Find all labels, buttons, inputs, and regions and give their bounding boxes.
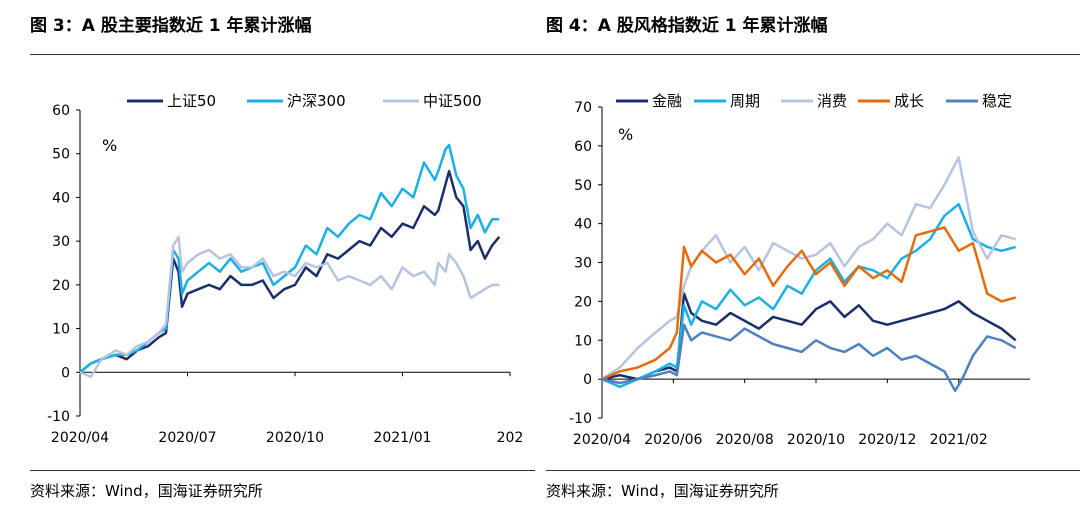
legend-label-1: 上证50: [167, 92, 216, 110]
x-tick-label: 2020/07: [158, 430, 216, 446]
x-tick-label: 2020/12: [858, 432, 916, 448]
legend-label-3: 消费: [817, 92, 847, 110]
series-line-3: [601, 156, 1017, 381]
figure3-source: 资料来源：Wind，国海证券研究所: [30, 482, 263, 500]
x-tick-label: 2020/04: [573, 432, 631, 448]
series-line-4: [601, 226, 1017, 381]
legend-label-1: 金融: [652, 92, 682, 110]
y-tick-label: 30: [52, 234, 70, 250]
series-line-1: [79, 169, 501, 374]
series-line-5: [601, 323, 1017, 393]
x-tick-label: 2020/10: [266, 430, 324, 446]
x-tick-label: 2020/08: [716, 432, 774, 448]
legend-label-2: 沪深300: [287, 92, 346, 110]
y-tick-label: -10: [569, 411, 592, 427]
x-tick-label: 2021/01: [373, 430, 431, 446]
y-tick-label: 0: [583, 372, 592, 388]
y-tick-label: 20: [52, 278, 70, 294]
y-tick-label: 50: [574, 178, 592, 194]
series-line-2: [601, 202, 1017, 389]
legend-label-4: 成长: [894, 92, 924, 110]
figure3-source-divider: [30, 470, 535, 471]
y-tick-label: -10: [47, 409, 70, 425]
y-tick-label: 10: [574, 333, 592, 349]
legend-label-3: 中证500: [423, 92, 482, 110]
y-tick-label: 70: [574, 100, 592, 116]
y-tick-label: 40: [52, 190, 70, 206]
unit-label: %: [618, 125, 633, 144]
series-line-3: [79, 235, 500, 378]
x-tick-label: 2020/10: [787, 432, 845, 448]
y-tick-label: 0: [61, 365, 70, 381]
figure4-source-divider: [546, 470, 1080, 471]
y-tick-label: 30: [574, 256, 592, 272]
y-tick-label: 20: [574, 294, 592, 310]
title-divider: [30, 54, 1080, 55]
y-tick-label: 50: [52, 147, 70, 163]
legend-label-5: 稳定: [982, 92, 1012, 110]
figure4-title: 图 4：A 股风格指数近 1 年累计涨幅: [546, 16, 828, 36]
legend-label-2: 周期: [730, 92, 760, 110]
x-tick-label: 202: [497, 430, 524, 446]
unit-label: %: [102, 136, 117, 155]
figure4-source: 资料来源：Wind，国海证券研究所: [546, 482, 779, 500]
y-tick-label: 60: [52, 103, 70, 119]
x-tick-label: 2020/06: [644, 432, 702, 448]
figure4-panel: 图 4：A 股风格指数近 1 年累计涨幅 -10 0 10 20 30 40 50 60 70 2…: [540, 0, 1080, 517]
series-line-2: [79, 143, 500, 374]
figure3-title: 图 3：A 股主要指数近 1 年累计涨幅: [30, 16, 312, 36]
figure4-chart: -10 0 10 20 30 40 50 60 70 2020/04 2020/06 2020/08 2…: [569, 92, 1030, 448]
y-tick-label: 10: [52, 322, 70, 338]
figure3-chart: -10 0 10 20 30 40 50 60 2020/04 2020/07 2020/10 202…: [47, 92, 524, 446]
x-tick-label: 2020/04: [51, 430, 109, 446]
y-tick-label: 60: [574, 139, 592, 155]
y-tick-label: 40: [574, 217, 592, 233]
x-tick-label: 2021/02: [930, 432, 988, 448]
